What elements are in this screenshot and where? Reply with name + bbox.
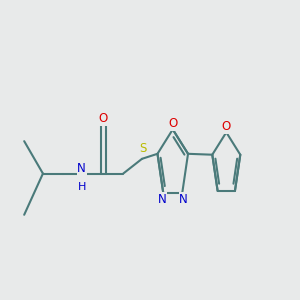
Text: O: O (98, 112, 108, 125)
Text: N: N (179, 193, 188, 206)
Text: O: O (168, 117, 177, 130)
Text: H: H (78, 182, 86, 191)
Text: S: S (140, 142, 147, 155)
Text: N: N (158, 193, 166, 206)
Text: O: O (222, 120, 231, 133)
Text: N: N (77, 162, 86, 175)
